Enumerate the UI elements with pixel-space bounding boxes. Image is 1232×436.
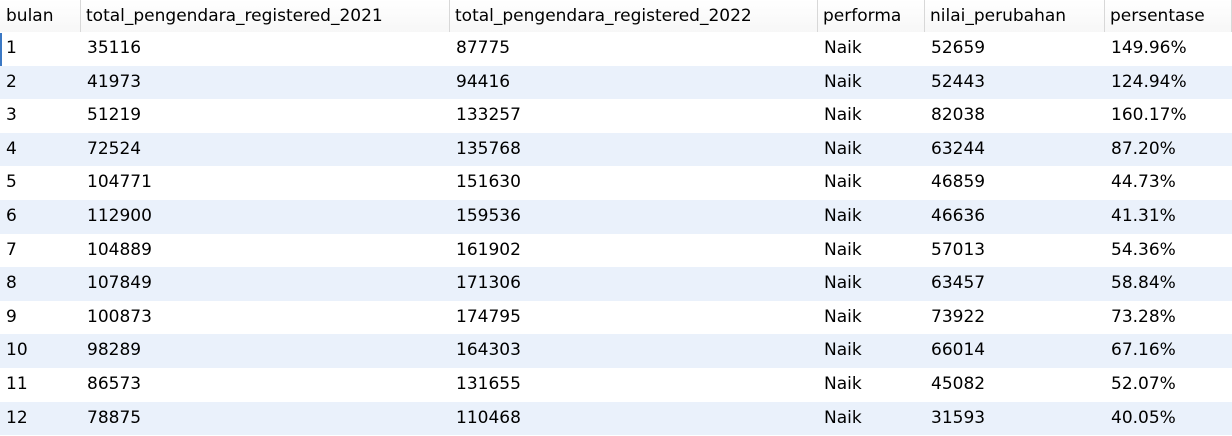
cell-total-2021[interactable]: 78875 [87,407,142,428]
cell-persentase[interactable]: 160.17% [1111,105,1187,126]
cell-persentase[interactable]: 40.05% [1111,407,1176,428]
table-row[interactable]: 11 86573 131655 Naik 45082 52.07% [0,368,1232,402]
cell-nilai-perubahan[interactable]: 73922 [931,306,986,327]
cell-total-2021[interactable]: 86573 [87,373,142,394]
column-header-total-2021[interactable]: total_pengendara_registered_2021 [81,0,450,32]
cell-bulan[interactable]: 11 [6,373,28,394]
column-header-persentase[interactable]: persentase [1105,0,1232,32]
cell-performa[interactable]: Naik [824,38,862,58]
cell-persentase[interactable]: 67.16% [1111,340,1176,361]
cell-total-2022[interactable]: 135768 [456,138,521,159]
cell-total-2021[interactable]: 41973 [87,71,142,92]
cell-nilai-perubahan[interactable]: 45082 [931,373,986,394]
cell-performa[interactable]: Naik [824,306,862,327]
cell-performa[interactable]: Naik [824,205,862,226]
table-row[interactable]: 3 51219 133257 Naik 82038 160.17% [0,99,1232,133]
column-header-performa[interactable]: performa [818,0,925,32]
table-row[interactable]: 4 72524 135768 Naik 63244 87.20% [0,132,1232,167]
cell-total-2021[interactable]: 107849 [87,273,152,294]
cell-total-2022[interactable]: 87775 [456,38,511,58]
cell-bulan[interactable]: 12 [6,407,28,428]
column-header-total-2022[interactable]: total_pengendara_registered_2022 [450,0,818,32]
table-row[interactable]: 7 104889 161902 Naik 57013 54.36% [0,234,1232,268]
cell-nilai-perubahan[interactable]: 63244 [931,138,986,159]
cell-performa[interactable]: Naik [824,172,862,193]
cell-persentase[interactable]: 73.28% [1111,306,1176,327]
cell-persentase[interactable]: 52.07% [1111,373,1176,394]
cell-total-2021[interactable]: 35116 [87,38,142,58]
cell-nilai-perubahan[interactable]: 52443 [931,71,986,92]
cell-bulan[interactable]: 7 [6,239,17,260]
cell-nilai-perubahan[interactable]: 46636 [931,205,986,226]
cell-persentase[interactable]: 44.73% [1111,172,1176,193]
cell-bulan[interactable]: 3 [6,105,17,126]
cell-nilai-perubahan[interactable]: 46859 [931,172,986,193]
cell-total-2021[interactable]: 72524 [87,138,142,159]
cell-total-2021[interactable]: 100873 [87,306,152,327]
cell-bulan[interactable]: 4 [6,138,17,159]
cell-bulan[interactable]: 10 [6,340,28,361]
column-header-bulan[interactable]: bulan [0,0,81,32]
cell-total-2022[interactable]: 94416 [456,71,511,92]
cell-total-2022[interactable]: 159536 [456,205,521,226]
cell-bulan[interactable]: 9 [6,306,17,327]
cell-total-2022[interactable]: 133257 [456,105,521,126]
cell-persentase[interactable]: 149.96% [1111,38,1187,58]
cell-total-2022[interactable]: 131655 [456,373,521,394]
table-row[interactable]: 8 107849 171306 Naik 63457 58.84% [0,267,1232,301]
cell-total-2022[interactable]: 164303 [456,340,521,361]
cell-performa[interactable]: Naik [824,105,862,126]
cell-total-2022[interactable]: 171306 [456,273,521,294]
cell-nilai-perubahan[interactable]: 82038 [931,105,986,126]
cell-nilai-perubahan[interactable]: 63457 [931,273,986,294]
cell-performa[interactable]: Naik [824,340,862,361]
cell-performa[interactable]: Naik [824,138,862,159]
cell-total-2021[interactable]: 51219 [87,105,142,126]
cell-persentase[interactable]: 87.20% [1111,138,1176,159]
table-row[interactable]: 10 98289 164303 Naik 66014 67.16% [0,334,1232,368]
grid-header: bulan total_pengendara_registered_2021 t… [0,0,1232,32]
cell-nilai-perubahan[interactable]: 52659 [931,38,986,58]
cell-total-2021[interactable]: 98289 [87,340,142,361]
cell-total-2021[interactable]: 104771 [87,172,152,193]
table-row[interactable]: 9 100873 174795 Naik 73922 73.28% [0,301,1232,335]
cell-total-2021[interactable]: 112900 [87,205,152,226]
table-row[interactable]: 5 104771 151630 Naik 46859 44.73% [0,166,1232,200]
cell-bulan[interactable]: 1 [6,38,17,58]
cell-nilai-perubahan[interactable]: 57013 [931,239,986,260]
cell-bulan[interactable]: 6 [6,205,17,226]
cell-persentase[interactable]: 54.36% [1111,239,1176,260]
cell-total-2022[interactable]: 174795 [456,306,521,327]
cell-persentase[interactable]: 124.94% [1111,71,1187,92]
column-header-nilai-perubahan[interactable]: nilai_perubahan [925,0,1105,32]
cell-performa[interactable]: Naik [824,407,862,428]
cell-bulan[interactable]: 5 [6,172,17,193]
cell-persentase[interactable]: 41.31% [1111,205,1176,226]
cell-total-2022[interactable]: 151630 [456,172,521,193]
table-row[interactable]: 1 35116 87775 Naik 52659 149.96% [0,32,1232,66]
cell-total-2021[interactable]: 104889 [87,239,152,260]
cell-performa[interactable]: Naik [824,273,862,294]
cell-bulan[interactable]: 2 [6,71,17,92]
current-row-indicator [0,33,2,66]
cell-performa[interactable]: Naik [824,373,862,394]
cell-performa[interactable]: Naik [824,239,862,260]
table-row[interactable]: 6 112900 159536 Naik 46636 41.31% [0,199,1232,234]
cell-total-2022[interactable]: 161902 [456,239,521,260]
table-row[interactable]: 2 41973 94416 Naik 52443 124.94% [0,65,1232,100]
cell-nilai-perubahan[interactable]: 66014 [931,340,986,361]
cell-bulan[interactable]: 8 [6,273,17,294]
cell-performa[interactable]: Naik [824,71,862,92]
cell-persentase[interactable]: 58.84% [1111,273,1176,294]
cell-total-2022[interactable]: 110468 [456,407,521,428]
cell-nilai-perubahan[interactable]: 31593 [931,407,986,428]
table-row[interactable]: 12 78875 110468 Naik 31593 40.05% [0,401,1232,436]
